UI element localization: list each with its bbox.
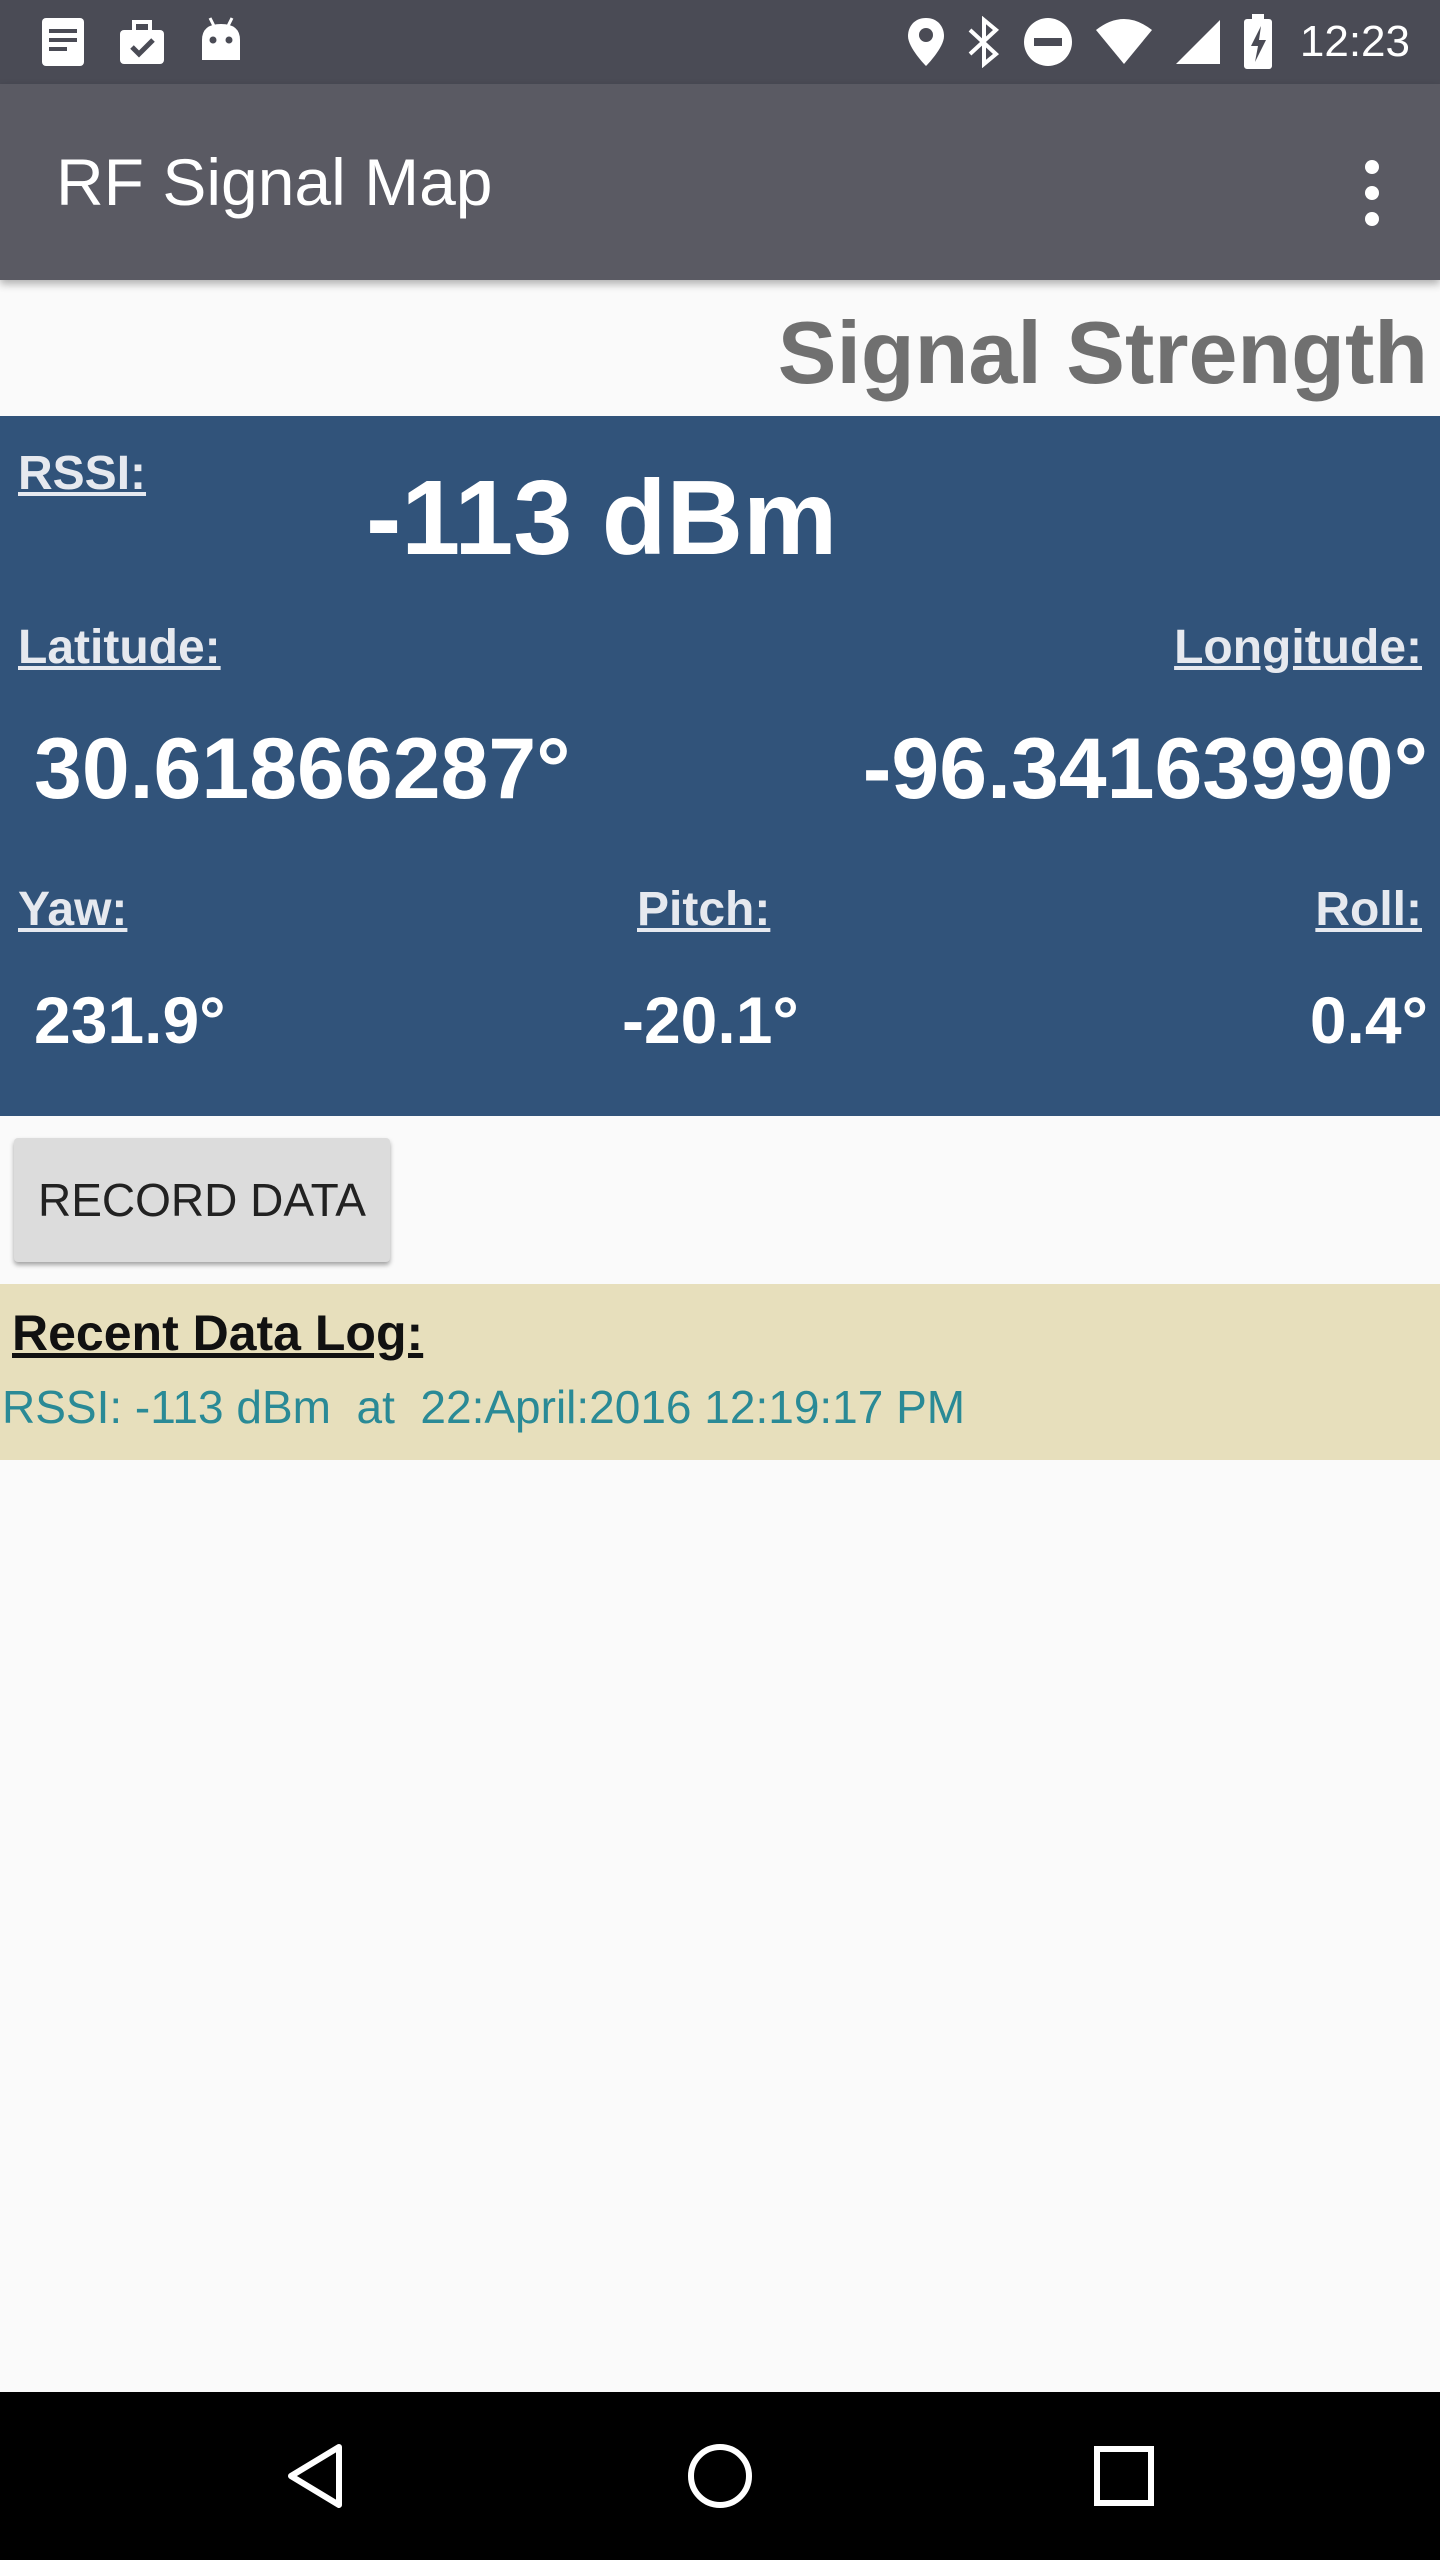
signal-panel: RSSI: -113 dBm Latitude: Longitude: 30.6… xyxy=(0,416,1440,1116)
battery-charging-icon xyxy=(1242,14,1274,70)
home-icon[interactable] xyxy=(670,2426,770,2526)
latitude-value: 30.61866287° xyxy=(34,721,571,817)
record-data-button[interactable]: RECORD DATA xyxy=(14,1138,390,1262)
bluetooth-icon xyxy=(966,16,1002,68)
status-time: 12:23 xyxy=(1299,17,1410,66)
section-title: Signal Strength xyxy=(777,303,1428,402)
recent-data-log: Recent Data Log: RSSI: -113 dBm at 22:Ap… xyxy=(0,1284,1440,1460)
roll-value: 0.4° xyxy=(1309,983,1428,1057)
status-bar: 12:23 xyxy=(0,0,1440,84)
log-entry: RSSI: -113 dBm at 22:April:2016 12:19:17… xyxy=(2,1381,966,1433)
recents-icon[interactable] xyxy=(1074,2426,1174,2526)
pitch-label: Pitch: xyxy=(637,883,771,936)
briefcase-check-icon xyxy=(116,16,168,68)
roll-label: Roll: xyxy=(1315,883,1422,936)
do-not-disturb-icon xyxy=(1022,16,1074,68)
pitch-value: -20.1° xyxy=(622,983,799,1057)
overflow-menu-icon[interactable] xyxy=(1342,148,1402,238)
latitude-label: Latitude: xyxy=(18,621,221,674)
longitude-label: Longitude: xyxy=(1174,621,1422,674)
yaw-label: Yaw: xyxy=(18,883,128,936)
log-title: Recent Data Log: xyxy=(12,1305,424,1361)
back-icon[interactable] xyxy=(266,2426,366,2526)
yaw-value: 231.9° xyxy=(34,983,226,1057)
document-icon xyxy=(40,16,86,68)
location-icon xyxy=(906,16,946,68)
cell-signal-icon xyxy=(1174,18,1222,66)
app-bar: RF Signal Map xyxy=(0,84,1440,280)
rssi-label: RSSI: xyxy=(18,447,147,500)
longitude-value: -96.34163990° xyxy=(862,721,1428,817)
android-icon xyxy=(198,16,244,68)
navigation-bar xyxy=(0,2392,1440,2560)
wifi-icon xyxy=(1094,18,1154,66)
rssi-value: -113 dBm xyxy=(366,459,838,577)
app-title: RF Signal Map xyxy=(56,145,493,219)
